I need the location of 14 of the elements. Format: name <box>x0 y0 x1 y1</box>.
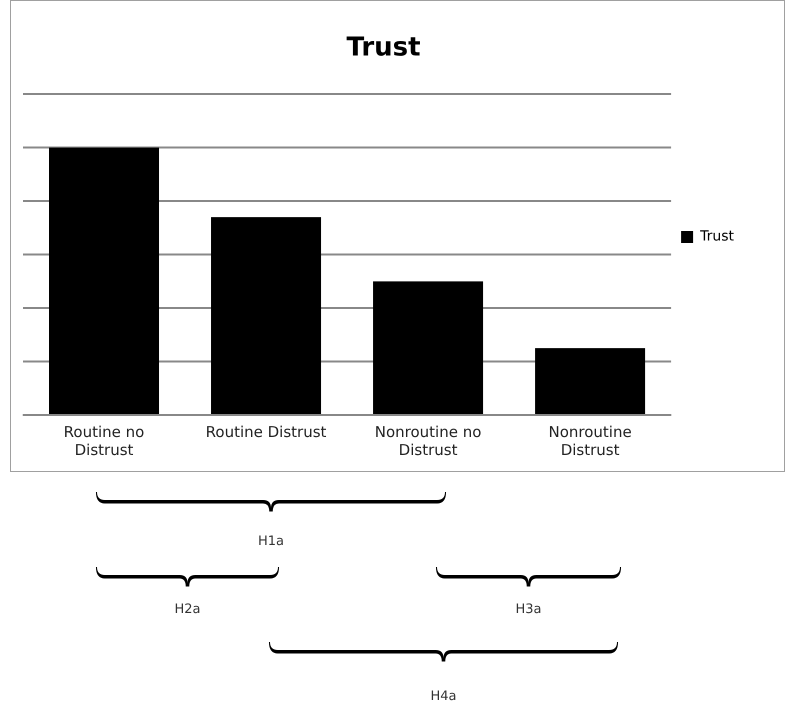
bar <box>535 348 646 414</box>
bar <box>373 281 484 414</box>
x-tick-label: Routine no Distrust <box>64 422 144 459</box>
bar <box>49 148 160 414</box>
x-tick-label: Nonroutine no Distrust <box>374 422 482 459</box>
text: H4a <box>430 689 457 704</box>
text: H3a <box>515 602 542 617</box>
bar <box>211 217 322 414</box>
text: H2a <box>174 602 201 617</box>
chart-title: Trust <box>346 32 421 62</box>
legend-label: Trust <box>699 228 735 245</box>
x-tick-label: Nonroutine Distrust <box>548 422 632 459</box>
x-tick-label: Routine Distrust <box>206 422 327 441</box>
text: H1a <box>258 534 284 549</box>
